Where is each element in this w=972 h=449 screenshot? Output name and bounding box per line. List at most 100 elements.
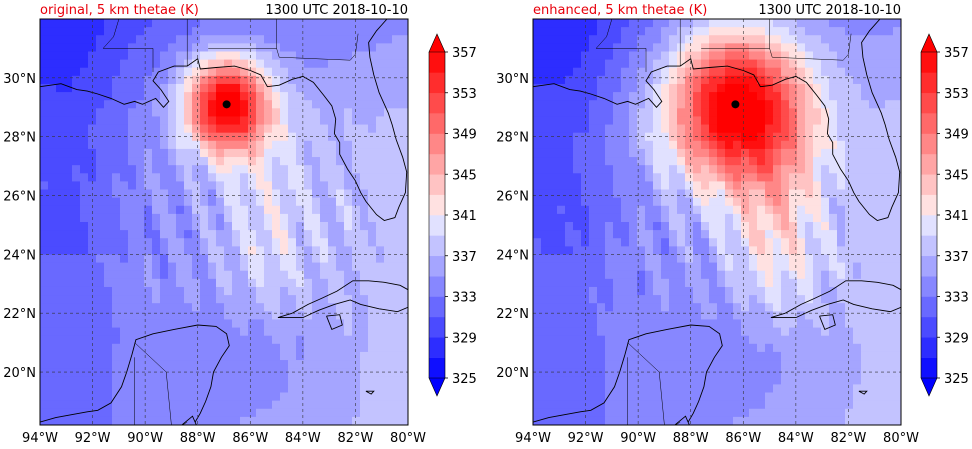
- colorbar-segment: [921, 72, 937, 94]
- y-tick-label: 30°N: [3, 72, 36, 87]
- coastline-belize: [181, 415, 197, 425]
- map-panel-1: original, 5 km thetae (K) 1300 UTC 2018-1…: [3, 3, 477, 446]
- y-tick-label: 22°N: [496, 307, 529, 322]
- thetae-field: [40, 19, 408, 425]
- x-tick-label: 90°W: [127, 431, 163, 446]
- axes-frame: [532, 18, 902, 426]
- colorbar-segment: [429, 296, 445, 318]
- colorbar-segment: [921, 276, 937, 297]
- hurricane-center-marker: [731, 100, 740, 109]
- x-tick-label: 86°W: [725, 431, 761, 446]
- x-tick-label: 82°W: [830, 431, 866, 446]
- border-state1: [103, 48, 154, 72]
- y-tick-label: 24°N: [496, 248, 529, 263]
- colorbar-tick-label: 329: [452, 331, 477, 346]
- colorbar-segment: [921, 296, 937, 318]
- colorbar-extend-min: [428, 377, 446, 397]
- border-state5: [769, 33, 852, 61]
- x-tick-label: 84°W: [285, 431, 321, 446]
- colorbar-tick-label: 337: [944, 250, 969, 265]
- thetae-field: [533, 19, 901, 425]
- coastline-belize: [674, 415, 690, 425]
- colorbar-segment: [429, 72, 445, 94]
- colorbar-tick-label: 329: [944, 331, 969, 346]
- border-state2: [595, 19, 613, 49]
- y-tick-label: 24°N: [3, 248, 36, 263]
- coastline-cuba: [770, 280, 901, 319]
- colorbar-segment: [921, 255, 937, 277]
- y-tick-label: 22°N: [3, 307, 36, 322]
- coastline-gulf-coast: [40, 19, 408, 221]
- y-tick-label: 28°N: [496, 131, 529, 146]
- colorbar-segment: [429, 316, 445, 338]
- colorbar-tick-label: 357: [452, 46, 477, 61]
- border-mex3: [675, 421, 681, 425]
- colorbar-tick-label: 353: [944, 87, 969, 102]
- y-tick-label: 20°N: [496, 366, 529, 381]
- colorbar-segment: [921, 337, 937, 358]
- colorbar-segment: [921, 357, 937, 379]
- colorbar-segment: [921, 153, 937, 175]
- border-state2: [102, 19, 120, 49]
- colorbar-segment: [429, 276, 445, 297]
- colorbar-tick-label: 337: [452, 250, 477, 265]
- x-tick-label: 90°W: [620, 431, 656, 446]
- colorbar-tick-label: 341: [452, 209, 477, 224]
- x-tick-label: 88°W: [673, 431, 709, 446]
- colorbar-extend-min: [920, 377, 938, 397]
- panel-title-left: enhanced, 5 km thetae (K): [533, 3, 707, 18]
- x-tick-label: 92°W: [568, 431, 604, 446]
- colorbar-tick-label: 349: [944, 128, 969, 143]
- y-tick-label: 28°N: [3, 131, 36, 146]
- colorbar-tick-label: 345: [944, 168, 969, 183]
- coastline-gulf-coast: [533, 19, 901, 221]
- hurricane-center-marker: [222, 100, 231, 109]
- colorbar-segment: [921, 133, 937, 155]
- x-tick-label: 94°W: [515, 431, 551, 446]
- coastline-cuba: [277, 280, 408, 319]
- colorbar-tick-label: 333: [944, 291, 969, 306]
- colorbar-segment: [429, 255, 445, 277]
- panel-title-right: 1300 UTC 2018-10-10: [758, 3, 901, 18]
- x-tick-label: 92°W: [75, 431, 111, 446]
- colorbar-segment: [921, 174, 937, 195]
- border-mex3: [182, 421, 188, 425]
- colorbar-extend-max: [920, 33, 938, 53]
- colorbar-segment: [429, 113, 445, 134]
- axes-frame: [39, 18, 409, 426]
- colorbar-segment: [921, 113, 937, 134]
- x-tick-label: 84°W: [778, 431, 814, 446]
- coastline-isle-of-youth: [326, 314, 343, 330]
- border-state1: [596, 48, 647, 72]
- colorbar-segment: [429, 194, 445, 216]
- colorbar-segment: [921, 52, 937, 73]
- colorbar-segment: [429, 235, 445, 257]
- colorbar-segment: [429, 133, 445, 155]
- coastline-cay: [858, 390, 868, 395]
- colorbar-segment: [429, 92, 445, 114]
- y-tick-label: 30°N: [496, 72, 529, 87]
- colorbar-segment: [921, 235, 937, 257]
- colorbar: 325 329 333 337 341 345 349 353 357: [920, 33, 969, 397]
- colorbar-extend-max: [428, 33, 446, 53]
- colorbar-segment: [921, 215, 937, 236]
- border-state5: [276, 33, 359, 61]
- x-tick-label: 80°W: [883, 431, 919, 446]
- x-tick-label: 94°W: [22, 431, 58, 446]
- colorbar-segment: [921, 92, 937, 114]
- colorbar-tick-label: 345: [452, 168, 477, 183]
- map-panel-2: enhanced, 5 km thetae (K) 1300 UTC 2018-1…: [496, 3, 969, 446]
- colorbar-segment: [429, 153, 445, 175]
- y-tick-label: 20°N: [3, 366, 36, 381]
- colorbar-tick-label: 325: [452, 372, 477, 387]
- colorbar-tick-label: 357: [944, 46, 969, 61]
- panel-title-right: 1300 UTC 2018-10-10: [265, 3, 408, 18]
- x-tick-label: 86°W: [232, 431, 268, 446]
- colorbar-tick-label: 333: [452, 291, 477, 306]
- colorbar-segment: [429, 357, 445, 379]
- colorbar-segment: [429, 215, 445, 236]
- colorbar: 325 329 333 337 341 345 349 353 357: [428, 33, 477, 397]
- x-tick-label: 88°W: [180, 431, 216, 446]
- x-tick-label: 80°W: [390, 431, 426, 446]
